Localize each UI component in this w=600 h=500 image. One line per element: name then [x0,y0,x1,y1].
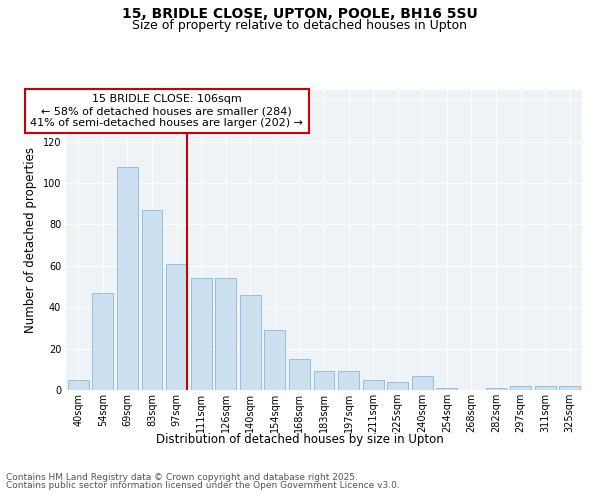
Bar [92,293,113,390]
Bar [265,330,286,390]
Bar [240,295,261,390]
Bar [387,382,408,390]
Y-axis label: Number of detached properties: Number of detached properties [24,147,37,333]
Bar [68,380,89,390]
Bar [338,372,359,390]
Bar [166,264,187,390]
Text: Size of property relative to detached houses in Upton: Size of property relative to detached ho… [133,18,467,32]
Bar [191,278,212,390]
Bar [485,388,506,390]
Bar [412,376,433,390]
Text: Distribution of detached houses by size in Upton: Distribution of detached houses by size … [156,432,444,446]
Bar [362,380,383,390]
Bar [559,386,580,390]
Bar [436,388,457,390]
Bar [289,359,310,390]
Bar [535,386,556,390]
Text: 15 BRIDLE CLOSE: 106sqm
← 58% of detached houses are smaller (284)
41% of semi-d: 15 BRIDLE CLOSE: 106sqm ← 58% of detache… [30,94,303,128]
Bar [215,278,236,390]
Bar [510,386,531,390]
Text: Contains public sector information licensed under the Open Government Licence v3: Contains public sector information licen… [6,482,400,490]
Bar [314,372,334,390]
Bar [117,166,138,390]
Text: Contains HM Land Registry data © Crown copyright and database right 2025.: Contains HM Land Registry data © Crown c… [6,472,358,482]
Bar [142,210,163,390]
Text: 15, BRIDLE CLOSE, UPTON, POOLE, BH16 5SU: 15, BRIDLE CLOSE, UPTON, POOLE, BH16 5SU [122,8,478,22]
